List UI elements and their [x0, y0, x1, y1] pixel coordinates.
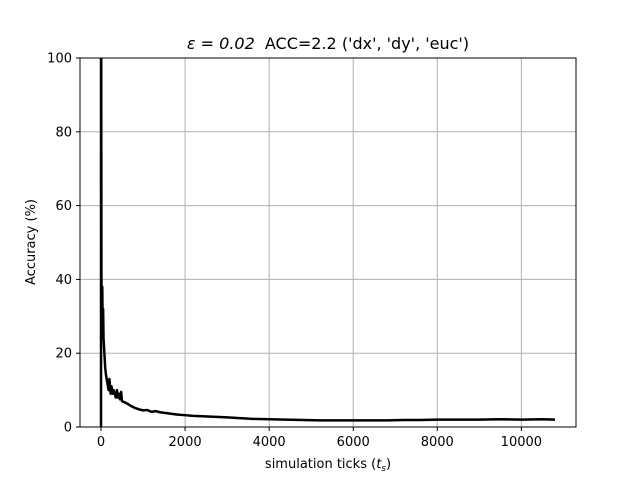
x-axis-label-var: t: [376, 457, 382, 472]
accuracy-line: [99, 58, 556, 427]
chart-title: ε = 0.02 ACC=2.2 ('dx', 'dy', 'euc'): [187, 34, 469, 53]
grid-layer: [80, 57, 576, 428]
tick-layer: 0 2000 4000 6000 8000 10000 0 20 40 60 80 100: [47, 52, 542, 451]
y-axis-label: Accuracy (%): [24, 199, 39, 285]
x-tick-label: 0: [97, 435, 105, 450]
y-tick-label: 60: [55, 199, 72, 214]
y-tick-label: 80: [55, 125, 72, 140]
x-axis-label-text: simulation ticks (: [265, 457, 376, 472]
y-tick-label: 0: [64, 421, 72, 436]
x-axis-label: simulation ticks (ts): [265, 457, 391, 474]
x-tick-label: 6000: [337, 435, 370, 450]
x-tick-label: 10000: [501, 435, 542, 450]
y-tick-label: 40: [55, 273, 72, 288]
x-tick-label: 8000: [421, 435, 454, 450]
chart-title-epsilon: ε = 0.02: [187, 34, 255, 53]
series-layer: [99, 58, 556, 427]
chart-title-text: ACC=2.2 ('dx', 'dy', 'euc'): [265, 34, 469, 53]
y-tick-label: 100: [47, 52, 72, 67]
x-axis-label-sub: s: [381, 464, 386, 474]
x-tick-label: 2000: [169, 435, 202, 450]
y-tick-label: 20: [55, 347, 72, 362]
x-axis-label-close: ): [386, 457, 391, 472]
plot-frame: [79, 57, 577, 428]
x-tick-label: 4000: [253, 435, 286, 450]
